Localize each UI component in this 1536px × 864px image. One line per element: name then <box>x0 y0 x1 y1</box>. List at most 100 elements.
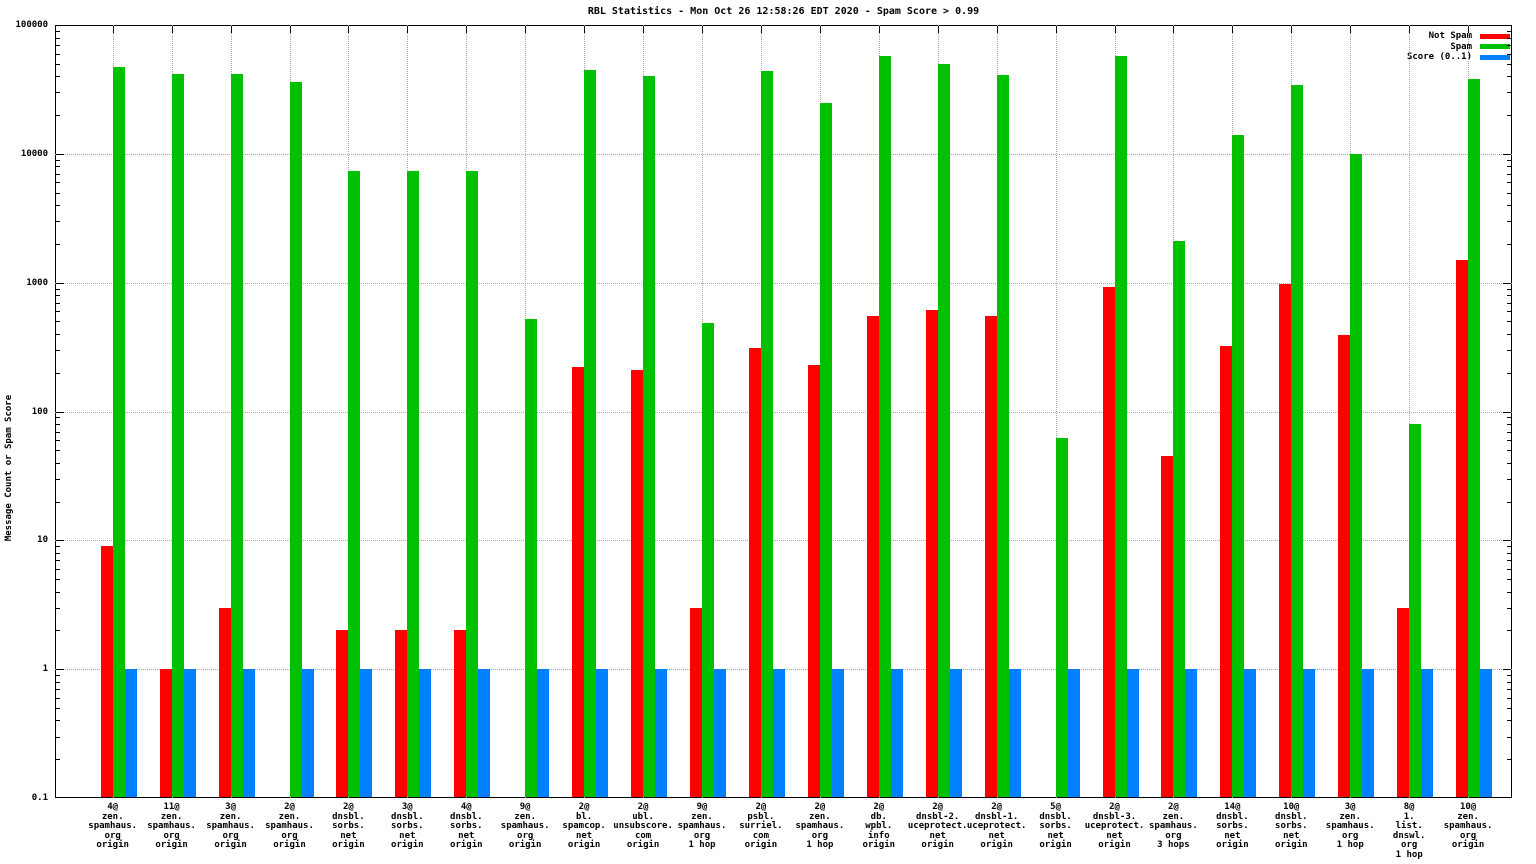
x-category-label: 2@ zen. spamhaus. org 3 hops <box>1149 802 1198 851</box>
y-minor-tick <box>56 501 60 503</box>
bar-spam <box>996 74 1009 797</box>
y-minor-tick <box>1507 579 1511 581</box>
y-minor-tick <box>1507 205 1511 207</box>
bar-not-spam <box>1456 260 1469 797</box>
y-minor-tick <box>56 221 60 223</box>
y-minor-tick <box>56 546 60 548</box>
y-minor-tick <box>1507 424 1511 425</box>
y-minor-tick <box>1507 350 1511 351</box>
bar-spam <box>937 63 950 797</box>
bar-not-spam <box>690 607 702 797</box>
bar-not-spam <box>984 316 997 797</box>
y-minor-tick <box>56 759 60 761</box>
y-major-tick <box>1503 411 1511 413</box>
y-minor-tick <box>56 63 60 65</box>
y-minor-tick <box>56 37 60 39</box>
y-minor-tick <box>1507 707 1511 709</box>
bar-spam <box>171 73 184 797</box>
x-tick-top <box>584 26 586 33</box>
y-minor-tick <box>56 630 60 632</box>
y-minor-tick <box>56 681 60 683</box>
y-minor-tick <box>1507 591 1511 593</box>
bar-score <box>1480 669 1493 797</box>
x-category-label: 9@ zen. spamhaus. org 1 hop <box>677 802 727 851</box>
y-minor-tick <box>56 350 60 351</box>
y-minor-tick <box>56 288 60 290</box>
y-minor-tick <box>1507 417 1511 419</box>
y-minor-tick <box>1507 501 1511 503</box>
y-minor-tick <box>1507 159 1511 161</box>
x-tick-top <box>702 26 703 33</box>
x-tick-top <box>760 26 762 33</box>
bar-not-spam <box>1161 456 1174 797</box>
bar-spam <box>1232 135 1245 797</box>
y-major-tick <box>1503 153 1511 155</box>
legend-entry: Spam <box>1407 42 1510 53</box>
y-minor-tick <box>56 243 60 245</box>
y-minor-tick <box>56 76 60 78</box>
y-minor-tick <box>56 450 60 452</box>
x-tick-top <box>819 26 821 33</box>
y-minor-tick <box>1507 30 1511 32</box>
y-minor-tick <box>1507 431 1511 433</box>
bar-not-spam <box>159 669 172 797</box>
x-category-label: 11@ zen. spamhaus. org origin <box>147 802 196 851</box>
y-major-tick <box>1503 282 1511 284</box>
y-minor-tick <box>1507 607 1511 609</box>
x-category-label: 2@ ubl. unsubscore. com origin <box>613 802 673 851</box>
bar-not-spam <box>748 348 761 797</box>
y-minor-tick <box>56 173 60 175</box>
y-minor-tick <box>56 440 60 442</box>
bar-score <box>1185 669 1198 797</box>
y-minor-tick <box>1507 192 1511 194</box>
x-category-label: 2@ dnsbl-1. uceprotect. net origin <box>966 802 1027 851</box>
bar-spam <box>878 55 891 797</box>
y-minor-tick <box>1507 182 1511 184</box>
y-minor-tick <box>1507 689 1511 691</box>
bar-not-spam <box>218 607 231 797</box>
y-minor-tick <box>1507 462 1511 464</box>
bar-score <box>1303 669 1316 797</box>
bar-spam <box>289 82 302 797</box>
gridline-horizontal <box>55 540 1512 542</box>
bar-score <box>655 669 668 797</box>
y-minor-tick <box>1507 552 1511 554</box>
x-tick-top <box>1409 26 1411 33</box>
bar-not-spam <box>572 367 585 797</box>
x-category-label: 10@ dnsbl. sorbs. net origin <box>1275 802 1308 851</box>
y-minor-tick <box>56 205 60 207</box>
x-tick-top <box>1173 26 1175 33</box>
x-tick-top <box>525 26 527 33</box>
y-minor-tick <box>1507 243 1511 245</box>
y-tick-label: 0.1 <box>31 793 48 803</box>
gridline-horizontal <box>55 153 1512 155</box>
y-minor-tick <box>1507 76 1511 78</box>
y-minor-tick <box>1507 53 1511 55</box>
bar-spam <box>1114 55 1127 797</box>
bar-score <box>360 669 373 797</box>
y-minor-tick <box>56 372 60 374</box>
bar-spam <box>1173 241 1186 797</box>
y-tick-label: 100 <box>31 406 48 417</box>
bar-score <box>183 669 196 797</box>
x-tick-top <box>112 26 114 33</box>
y-minor-tick <box>1507 92 1511 94</box>
bar-spam <box>702 322 714 797</box>
legend-entry: Not Spam <box>1407 31 1510 42</box>
y-tick-label: 1 <box>42 664 48 675</box>
y-tick-label: 100000 <box>15 20 48 30</box>
bar-score <box>890 669 903 797</box>
y-minor-tick <box>1507 560 1511 562</box>
bar-not-spam <box>807 364 820 797</box>
x-tick-top <box>937 26 939 33</box>
y-minor-tick <box>1507 115 1511 117</box>
y-tick-label: 1000 <box>26 277 48 288</box>
bar-not-spam <box>1397 607 1410 797</box>
x-category-label: 9@ zen. spamhaus. org origin <box>500 802 550 851</box>
y-tick-label: 10 <box>37 535 48 546</box>
bar-not-spam <box>1338 335 1351 797</box>
y-major-tick <box>56 411 64 413</box>
y-minor-tick <box>56 478 60 480</box>
y-minor-tick <box>1507 45 1511 46</box>
